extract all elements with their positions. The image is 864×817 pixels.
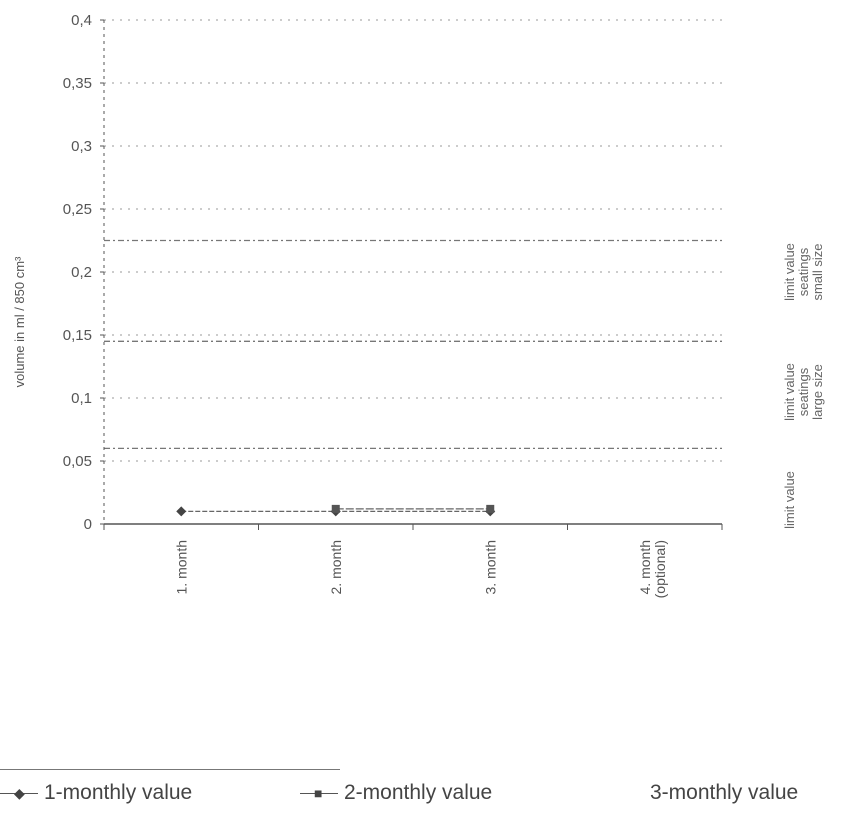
y-tick-label: 0,35 — [63, 75, 92, 92]
y-tick-label: 0,4 — [71, 12, 92, 29]
y-tick-label: 0,05 — [63, 453, 92, 470]
data-point-square — [331, 504, 340, 513]
legend: ◆ 1-monthly value ■ 2-monthly value 3-mo… — [0, 765, 864, 805]
y-tick-label: 0,2 — [71, 264, 92, 281]
series-lines — [176, 504, 496, 517]
y-tick-labels: 0 0,05 0,1 0,15 0,2 0,25 0,3 0,35 0,4 — [63, 12, 104, 533]
legend-swatch-2-monthly: ■ — [300, 785, 338, 801]
legend-label-3-monthly: 3-monthly value — [650, 781, 799, 804]
legend-item-3-monthly: 3-monthly value — [650, 781, 798, 805]
right-annotation-label: limit valueseatingssmall size — [782, 243, 825, 301]
right-annotation-label: limit value — [782, 471, 797, 529]
right-annotation-label: limit valueseatingslarge size — [782, 363, 825, 421]
chart: 0 0,05 0,1 0,15 0,2 0,25 0,3 0,35 0,4 1. month 2.… — [12, 12, 825, 598]
legend-label-1-monthly: 1-monthly value — [44, 781, 193, 804]
y-tick-label: 0,25 — [63, 201, 92, 218]
y-tick-label: 0,3 — [71, 138, 92, 155]
data-point-diamond — [176, 506, 187, 517]
x-category-label: 3. month — [482, 540, 498, 594]
reference-lines — [104, 239, 722, 450]
x-category-label: 2. month — [328, 540, 344, 594]
legend-label-2-monthly: 2-monthly value — [344, 781, 493, 804]
legend-swatch-1-monthly: ◆ — [0, 785, 38, 801]
axes — [103, 20, 723, 530]
x-category-label: 4. month(optional) — [637, 540, 668, 598]
legend-divider — [0, 769, 340, 770]
y-tick-label: 0,1 — [71, 390, 92, 407]
legend-item-1-monthly: ◆ 1-monthly value — [0, 781, 192, 805]
x-category-labels: 1. month 2. month 3. month 4. month(optiona… — [173, 540, 668, 598]
y-tick-label: 0 — [84, 516, 92, 533]
right-annotation-labels: limit valueseatingssmall size limit value… — [782, 243, 825, 529]
y-tick-label: 0,15 — [63, 327, 92, 344]
x-category-label: 1. month — [173, 540, 189, 594]
y-axis-label: volume in ml / 850 cm³ — [12, 256, 27, 387]
data-point-square — [486, 504, 495, 513]
legend-item-2-monthly: ■ 2-monthly value — [300, 781, 492, 805]
